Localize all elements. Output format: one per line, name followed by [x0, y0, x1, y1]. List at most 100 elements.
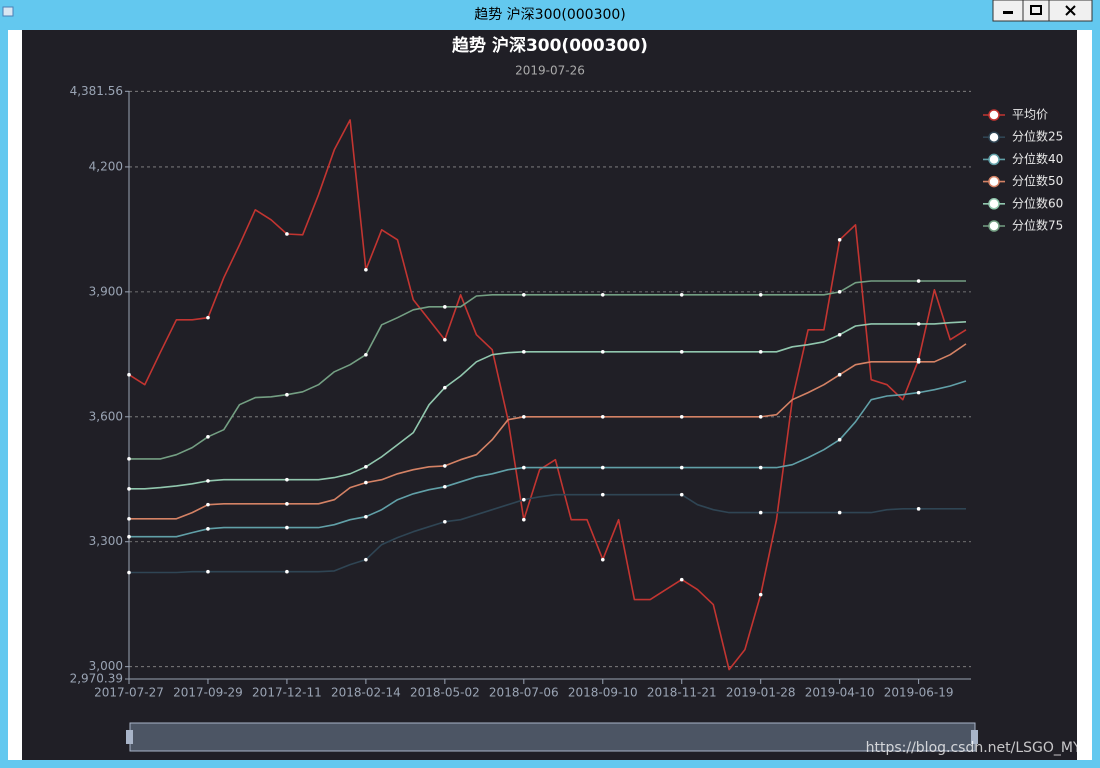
- point-marker: [837, 237, 842, 242]
- x-tick-label: 2017-09-29: [173, 686, 243, 700]
- legend-label: 分位数75: [1012, 218, 1063, 233]
- point-marker: [916, 390, 921, 395]
- legend-label: 分位数40: [1012, 151, 1063, 166]
- point-marker: [916, 507, 921, 511]
- legend-label: 平均价: [1012, 108, 1048, 122]
- series-line: [128, 119, 967, 671]
- x-tick-label: 2018-07-06: [489, 686, 559, 700]
- series-line: [129, 493, 966, 574]
- y-tick-label: 2,970.39: [70, 672, 123, 686]
- point-marker: [206, 502, 210, 507]
- point-marker: [364, 352, 368, 357]
- point-marker: [285, 392, 289, 397]
- point-marker: [443, 484, 447, 489]
- x-tick-label: 2018-11-21: [647, 686, 717, 700]
- chart-background: [22, 30, 1077, 760]
- point-marker: [758, 292, 763, 297]
- series-line: [129, 343, 967, 520]
- zoom-handle-right[interactable]: [971, 730, 978, 744]
- point-marker: [522, 292, 526, 297]
- point-marker: [443, 337, 447, 342]
- point-marker: [522, 350, 526, 354]
- point-marker: [679, 492, 684, 497]
- x-tick-label: 2018-02-14: [331, 686, 401, 700]
- minimize-button[interactable]: [992, 0, 1024, 22]
- point-marker: [364, 267, 368, 272]
- legend-marker: [988, 220, 1000, 232]
- zoom-slider[interactable]: [129, 722, 976, 752]
- point-marker: [916, 360, 921, 364]
- point-marker: [443, 385, 447, 390]
- legend-marker: [988, 153, 1000, 166]
- point-marker: [837, 290, 842, 294]
- y-tick-label: 4,381.56: [70, 84, 123, 98]
- point-marker: [600, 557, 605, 562]
- legend-marker: [988, 131, 1000, 143]
- x-tick-label: 2017-07-27: [94, 686, 164, 700]
- x-tick-label: 2019-06-19: [884, 686, 954, 700]
- point-marker: [285, 569, 289, 574]
- y-tick-label: 3,000: [89, 659, 123, 673]
- point-marker: [127, 487, 131, 491]
- x-tick-label: 2019-04-10: [805, 686, 875, 700]
- window-icon: [2, 6, 14, 17]
- point-marker: [758, 414, 763, 419]
- point-marker: [522, 517, 526, 522]
- x-tick-label: 2018-05-02: [410, 686, 480, 700]
- point-marker: [127, 372, 131, 377]
- series-line: [129, 380, 967, 538]
- point-marker: [285, 502, 289, 506]
- y-tick-label: 4,200: [89, 159, 123, 173]
- point-marker: [837, 372, 842, 377]
- point-marker: [679, 292, 684, 297]
- point-marker: [837, 332, 842, 337]
- y-tick-label: 3,600: [89, 409, 123, 423]
- chart-title: 趋势 沪深300(000300): [452, 35, 648, 56]
- point-marker: [206, 434, 210, 439]
- point-marker: [285, 232, 289, 236]
- legend-label: 分位数25: [1012, 129, 1063, 144]
- minimize-icon: [1003, 11, 1013, 14]
- point-marker: [127, 534, 131, 539]
- point-marker: [364, 514, 368, 519]
- x-tick-label: 2019-01-28: [726, 686, 796, 700]
- legend-marker: [988, 109, 1000, 121]
- point-marker: [206, 527, 210, 531]
- chart-subtitle: 2019-07-26: [515, 64, 585, 78]
- x-tick-label: 2017-12-11: [252, 686, 322, 700]
- point-marker: [206, 315, 210, 320]
- point-marker: [127, 517, 131, 521]
- point-marker: [758, 350, 763, 354]
- watermark: https://blog.csdn.net/LSGO_MYP: [866, 740, 1090, 756]
- point-marker: [679, 414, 684, 419]
- point-marker: [600, 492, 605, 497]
- maximize-icon: [1030, 5, 1042, 15]
- point-marker: [522, 497, 526, 502]
- point-marker: [758, 465, 763, 470]
- window-title: 趋势 沪深300(000300): [474, 7, 626, 23]
- point-marker: [443, 464, 447, 468]
- point-marker: [600, 414, 605, 419]
- legend-label: 分位数60: [1012, 195, 1063, 210]
- point-marker: [443, 519, 447, 524]
- point-marker: [916, 322, 921, 326]
- chart: 趋势 沪深300(000300) 2019-07-26 2,970.393,00…: [70, 35, 1064, 700]
- point-marker: [443, 305, 447, 309]
- x-tick-label: 2018-09-10: [568, 686, 638, 700]
- point-marker: [679, 350, 684, 354]
- point-marker: [206, 479, 210, 483]
- series-line: [129, 321, 967, 490]
- point-marker: [364, 557, 368, 562]
- point-marker: [837, 437, 842, 442]
- point-marker: [679, 465, 684, 470]
- maximize-button[interactable]: [1022, 0, 1050, 22]
- zoom-handle-left[interactable]: [126, 730, 133, 744]
- point-marker: [127, 570, 131, 575]
- point-marker: [206, 569, 210, 574]
- point-marker: [600, 350, 605, 354]
- y-tick-label: 3,300: [89, 534, 123, 548]
- point-marker: [522, 465, 526, 470]
- legend-marker: [988, 175, 1000, 188]
- point-marker: [916, 279, 921, 283]
